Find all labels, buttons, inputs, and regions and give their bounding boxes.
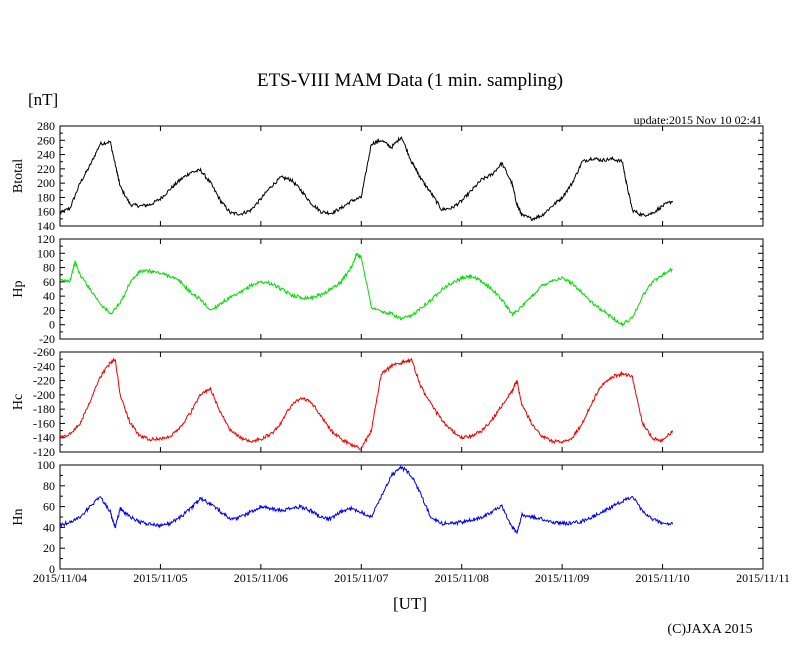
x-axis: 2015/11/04 2015/11/05 2015/11/06 2015/11/07…: [33, 571, 790, 585]
y-tick-label: 60: [43, 500, 55, 514]
y-tick-label: 0: [49, 318, 55, 332]
panel-label: Btotal: [11, 159, 26, 193]
y-tick-label: -180: [33, 402, 55, 416]
x-tick-label: 2015/11/08: [435, 571, 489, 585]
y-tick-label: -200: [33, 388, 55, 402]
y-tick-label: 160: [37, 205, 55, 219]
x-tick-label: 2015/11/09: [535, 571, 589, 585]
y-tick-label: 220: [37, 162, 55, 176]
x-tick-label: 2015/11/10: [635, 571, 689, 585]
panel-frame: [59, 351, 764, 453]
y-tick-label: 140: [37, 219, 55, 233]
y-tick-label: 120: [37, 232, 55, 246]
panel-hn: 0 20 40 60 80 100 Hn: [11, 458, 764, 576]
y-tick-label: 200: [37, 176, 55, 190]
y-tick-label: 260: [37, 133, 55, 147]
x-tick-label: 2015/11/06: [234, 571, 288, 585]
panel-label: Hn: [11, 508, 26, 525]
x-tick-label: 2015/11/04: [33, 571, 87, 585]
panel-label: Hp: [11, 280, 26, 297]
x-tick-label: 2015/11/11: [736, 571, 790, 585]
panels: 140160180200220240260280Btotal-200204060…: [11, 119, 764, 576]
x-tick-label: 2015/11/07: [334, 571, 388, 585]
y-tick-label: 80: [43, 261, 55, 275]
panel-frame: [59, 464, 764, 570]
y-tick-label: 80: [43, 479, 55, 493]
y-tick-label: 100: [37, 458, 55, 472]
copyright-label: (C)JAXA 2015: [667, 622, 752, 637]
y-tick-label: 40: [43, 289, 55, 303]
y-tick-label: -20: [39, 332, 55, 346]
y-tick-label: -220: [33, 374, 55, 388]
panel-frame: [59, 125, 764, 227]
y-tick-label: -140: [33, 431, 55, 445]
y-tick-label: 180: [37, 190, 55, 204]
y-tick-label: -160: [33, 416, 55, 430]
x-tick-label: 2015/11/05: [133, 571, 187, 585]
series-line-btotal: [59, 136, 674, 222]
y-tick-label: 20: [43, 303, 55, 317]
panel-label: Hc: [11, 394, 26, 410]
chart-title: ETS-VIII MAM Data (1 min. sampling): [257, 70, 563, 91]
y-tick-label: 0: [49, 562, 55, 576]
series-line-hp: [59, 253, 673, 327]
y-tick-label: 280: [37, 119, 55, 133]
y-tick-label: -240: [33, 359, 55, 373]
y-tick-label: -120: [33, 445, 55, 459]
unit-label: [nT]: [28, 90, 58, 109]
panel-hc: -260-240-220-200-180-160-140-120 Hc: [11, 345, 764, 459]
y-tick-label: 60: [43, 275, 55, 289]
series-line-hc: [59, 357, 674, 451]
panel-frame: [59, 238, 764, 340]
series-line-hn: [59, 465, 674, 534]
y-tick-label: -260: [33, 345, 55, 359]
y-tick-label: 40: [43, 520, 55, 534]
y-tick-label: 100: [37, 246, 55, 260]
x-axis-label: [UT]: [393, 594, 427, 613]
y-tick-label: 240: [37, 148, 55, 162]
y-tick-label: 20: [43, 541, 55, 555]
update-label: update:2015 Nov 10 02:41: [634, 113, 762, 127]
